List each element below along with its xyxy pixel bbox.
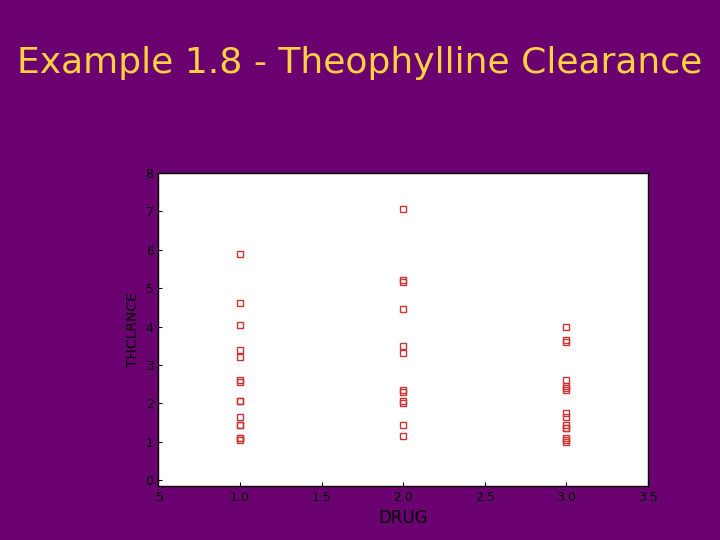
Text: Example 1.8 - Theophylline Clearance: Example 1.8 - Theophylline Clearance xyxy=(17,46,703,80)
Y-axis label: THCLRNCE: THCLRNCE xyxy=(126,292,140,367)
X-axis label: DRUG: DRUG xyxy=(379,509,428,528)
